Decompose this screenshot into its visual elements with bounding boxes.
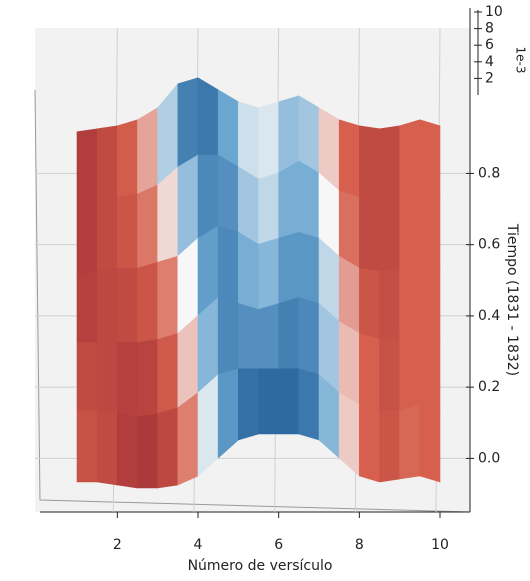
surface-cell — [338, 190, 360, 269]
surface-cell — [419, 119, 441, 198]
surface-cell — [278, 297, 300, 370]
z-tick-label: 4 — [485, 54, 494, 70]
surface-cell — [298, 95, 320, 174]
surface-cell — [359, 125, 380, 201]
z-tick-label: 8 — [485, 21, 494, 37]
surface-cell — [137, 261, 158, 343]
surface-cell — [137, 107, 158, 195]
x-tick-label: 2 — [113, 537, 122, 553]
surface-cell — [76, 410, 98, 483]
surface-cell — [117, 342, 138, 418]
surface-cell — [399, 261, 421, 340]
surface-cell — [76, 199, 98, 275]
surface-cell — [419, 190, 441, 269]
surface-cell — [117, 193, 138, 269]
surface-cell — [278, 368, 300, 435]
surface-cell — [258, 368, 279, 435]
surface-cell — [177, 392, 199, 486]
surface-cell — [217, 154, 239, 233]
offset-text: 1e-3 — [514, 47, 528, 74]
surface-cell — [157, 333, 179, 415]
surface-cell — [197, 77, 219, 156]
surface-cell — [298, 297, 320, 376]
surface-cell — [137, 339, 158, 418]
x-tick-label: 4 — [194, 537, 203, 553]
surface-cell — [217, 297, 239, 376]
y-tick-label: 0.8 — [478, 165, 500, 181]
surface-cell — [379, 125, 400, 201]
surface-cell — [96, 410, 118, 486]
x-tick-label: 6 — [274, 537, 283, 553]
surface-cell — [238, 303, 259, 370]
surface-cell — [217, 89, 239, 168]
surface-cell — [298, 160, 320, 239]
surface-cell — [217, 225, 239, 304]
surface-cell — [96, 125, 118, 201]
surface-cell — [238, 101, 259, 180]
y-tick-label: 0.6 — [478, 237, 500, 253]
surface-cell — [278, 231, 300, 304]
y-axis-label: Tiempo (1831 - 1832) — [504, 223, 520, 376]
surface-cell — [338, 119, 360, 198]
surface-cell — [117, 119, 138, 198]
surface-cell — [96, 267, 118, 343]
surface-cell — [379, 339, 400, 412]
surface-cell — [359, 267, 380, 340]
surface-cell — [197, 154, 219, 239]
surface-cell — [399, 404, 421, 480]
surface-cell — [359, 404, 380, 483]
surface-cell — [117, 267, 138, 343]
surface-cell — [117, 413, 138, 489]
surface-cell — [96, 342, 118, 415]
surface-cell — [338, 320, 360, 406]
surface-cell — [298, 368, 320, 441]
y-tick-label: 0.2 — [478, 379, 500, 395]
surface-cell — [258, 237, 279, 310]
surface-cell — [419, 404, 441, 483]
surface-cell — [137, 413, 158, 489]
surface-cell — [258, 172, 279, 245]
surface-cell — [419, 261, 441, 340]
surface-cell — [379, 196, 400, 272]
surface-cell — [238, 166, 259, 245]
surface-cell — [359, 196, 380, 272]
surface-cell — [238, 231, 259, 310]
surface-cell — [298, 231, 320, 304]
z-tick-label: 2 — [485, 70, 494, 86]
surface-cell — [238, 368, 259, 441]
z-tick-label: 6 — [485, 37, 494, 53]
surface-cell — [399, 333, 421, 412]
surface-cell — [379, 267, 400, 340]
x-tick-label: 10 — [431, 537, 449, 553]
surface-cell — [278, 160, 300, 239]
surface-cell — [137, 184, 158, 269]
surface — [76, 77, 441, 489]
surface-cell — [76, 342, 98, 412]
surface-cell — [359, 333, 380, 412]
surface-cell — [399, 119, 421, 198]
surface-cell — [157, 407, 179, 489]
y-tick-label: 0.4 — [478, 308, 500, 324]
surface-cell — [76, 270, 98, 343]
surface-cell — [399, 190, 421, 269]
y-tick-label: 0.0 — [478, 450, 500, 466]
surface-cell — [96, 196, 118, 272]
surface-cell — [76, 128, 98, 204]
surface-cell — [177, 77, 199, 168]
x-axis-label: Número de versículo — [188, 558, 333, 574]
surface-cell — [258, 303, 279, 370]
pane-edge — [34, 89, 471, 513]
x-tick-label: 8 — [355, 537, 364, 553]
surface-cell — [379, 410, 400, 483]
surface-cell — [197, 374, 219, 477]
surface-cell — [278, 95, 300, 174]
z-tick-label: 10 — [485, 4, 503, 20]
surface-cell — [419, 333, 441, 412]
surface-cell — [258, 101, 279, 180]
surface-cell — [338, 255, 360, 335]
surface-cell — [157, 255, 179, 340]
